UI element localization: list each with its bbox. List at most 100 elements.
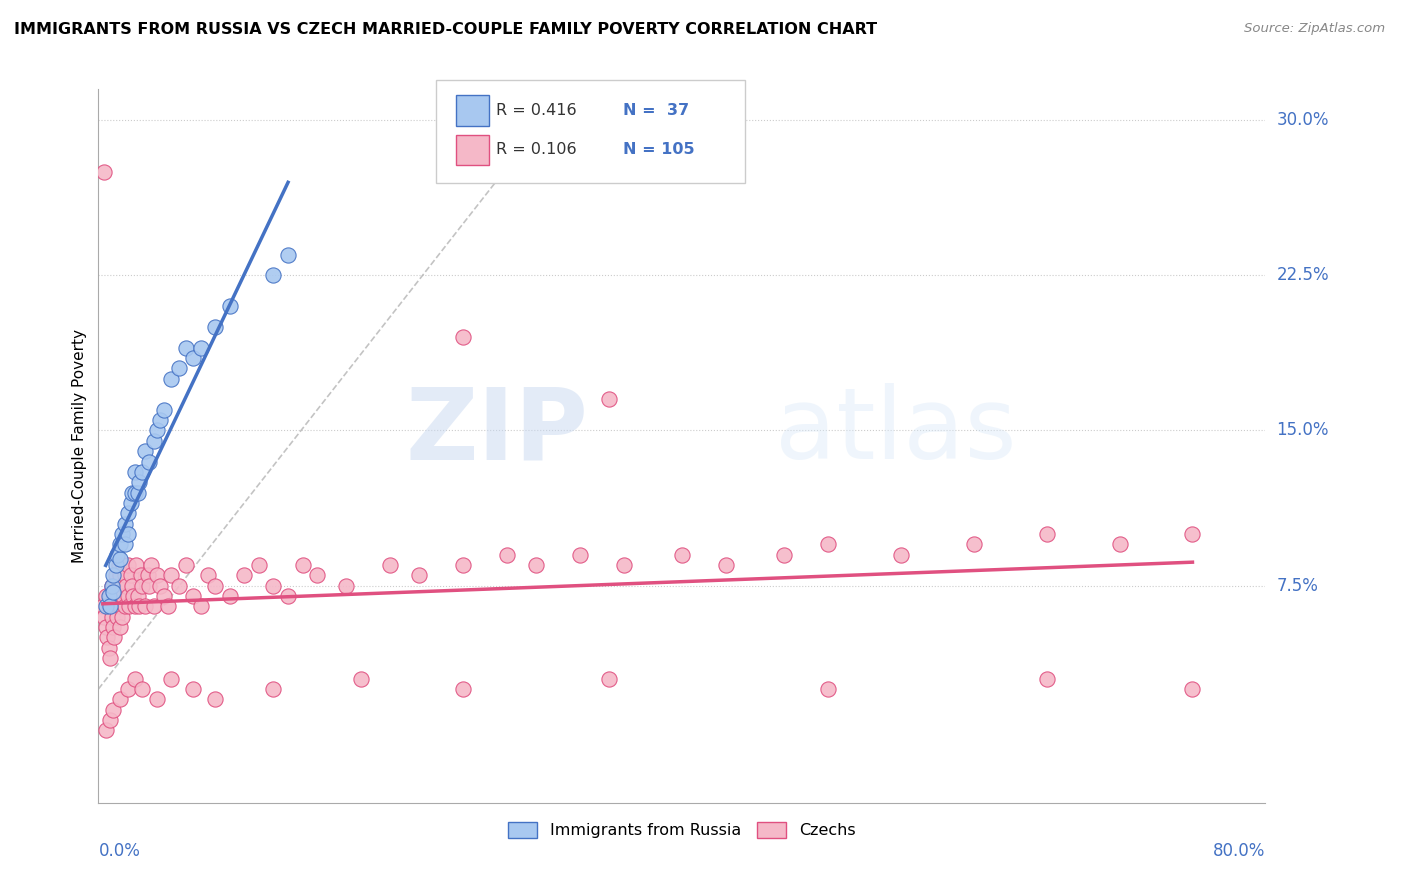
Point xyxy=(111,527,134,541)
Point xyxy=(277,248,299,262)
Point xyxy=(962,537,984,551)
Point xyxy=(110,599,132,614)
Point xyxy=(496,548,519,562)
Point xyxy=(1181,527,1204,541)
Point xyxy=(110,620,132,634)
Point xyxy=(98,589,121,603)
Point xyxy=(117,506,139,520)
Point xyxy=(111,579,134,593)
Text: N =  37: N = 37 xyxy=(623,103,689,118)
Point xyxy=(262,681,284,696)
Point xyxy=(105,548,128,562)
Point xyxy=(114,537,136,551)
Point xyxy=(94,589,117,603)
Point xyxy=(111,609,134,624)
Point xyxy=(136,568,159,582)
Point xyxy=(149,579,172,593)
Point xyxy=(146,568,169,582)
Point xyxy=(108,589,131,603)
Point xyxy=(197,568,219,582)
Point xyxy=(122,589,145,603)
Point xyxy=(103,630,125,644)
Point xyxy=(100,579,122,593)
Point xyxy=(100,579,122,593)
Point xyxy=(146,424,169,438)
Point xyxy=(1108,537,1130,551)
Text: 30.0%: 30.0% xyxy=(1277,112,1329,129)
Point xyxy=(204,579,226,593)
Text: IMMIGRANTS FROM RUSSIA VS CZECH MARRIED-COUPLE FAMILY POVERTY CORRELATION CHART: IMMIGRANTS FROM RUSSIA VS CZECH MARRIED-… xyxy=(14,22,877,37)
Point xyxy=(190,599,212,614)
Point xyxy=(97,599,120,614)
Point xyxy=(568,548,591,562)
Point xyxy=(103,589,125,603)
Point xyxy=(93,609,115,624)
Point xyxy=(204,320,226,334)
Point xyxy=(98,713,121,727)
Point xyxy=(127,485,149,500)
Point xyxy=(146,692,169,706)
Point xyxy=(127,589,149,603)
Point xyxy=(817,681,839,696)
Point xyxy=(204,692,226,706)
Point xyxy=(890,548,912,562)
Text: 15.0%: 15.0% xyxy=(1277,422,1329,440)
Point xyxy=(124,599,146,614)
Text: R = 0.416: R = 0.416 xyxy=(496,103,576,118)
Point xyxy=(101,579,124,593)
Text: ZIP: ZIP xyxy=(406,384,589,480)
Point xyxy=(773,548,796,562)
Point xyxy=(247,558,270,572)
Point xyxy=(142,434,165,448)
Point xyxy=(105,579,128,593)
Point xyxy=(101,568,124,582)
Y-axis label: Married-Couple Family Poverty: Married-Couple Family Poverty xyxy=(72,329,87,563)
Point xyxy=(112,558,135,572)
Point xyxy=(108,558,131,572)
Point xyxy=(1035,672,1057,686)
Point xyxy=(335,579,357,593)
Point xyxy=(181,351,204,365)
Text: 80.0%: 80.0% xyxy=(1213,842,1265,860)
Point xyxy=(131,465,153,479)
Point xyxy=(160,672,183,686)
Point xyxy=(262,268,284,283)
Point xyxy=(94,620,117,634)
Text: Source: ZipAtlas.com: Source: ZipAtlas.com xyxy=(1244,22,1385,36)
Point xyxy=(93,165,115,179)
Point xyxy=(114,516,136,531)
Point xyxy=(117,589,139,603)
Point xyxy=(218,299,240,313)
Point xyxy=(124,485,146,500)
Point xyxy=(451,330,474,344)
Point xyxy=(149,413,172,427)
Legend: Immigrants from Russia, Czechs: Immigrants from Russia, Czechs xyxy=(502,815,862,845)
Point xyxy=(350,672,373,686)
Point xyxy=(408,568,430,582)
Point xyxy=(160,372,183,386)
Point xyxy=(121,579,143,593)
Text: R = 0.106: R = 0.106 xyxy=(496,143,576,157)
Point xyxy=(97,589,120,603)
Point xyxy=(598,672,620,686)
Point xyxy=(714,558,737,572)
Point xyxy=(153,589,176,603)
Point xyxy=(101,620,124,634)
Point xyxy=(125,558,148,572)
Text: 7.5%: 7.5% xyxy=(1277,576,1319,595)
Point xyxy=(110,537,132,551)
Point xyxy=(129,568,152,582)
Point xyxy=(117,527,139,541)
Point xyxy=(110,551,132,566)
Point xyxy=(117,681,139,696)
Point xyxy=(101,703,124,717)
Point xyxy=(451,558,474,572)
Text: N = 105: N = 105 xyxy=(623,143,695,157)
Point xyxy=(105,609,128,624)
Text: 22.5%: 22.5% xyxy=(1277,267,1329,285)
Point xyxy=(117,558,139,572)
Point xyxy=(1035,527,1057,541)
Point xyxy=(128,599,150,614)
Point xyxy=(96,630,118,644)
Point xyxy=(91,599,114,614)
